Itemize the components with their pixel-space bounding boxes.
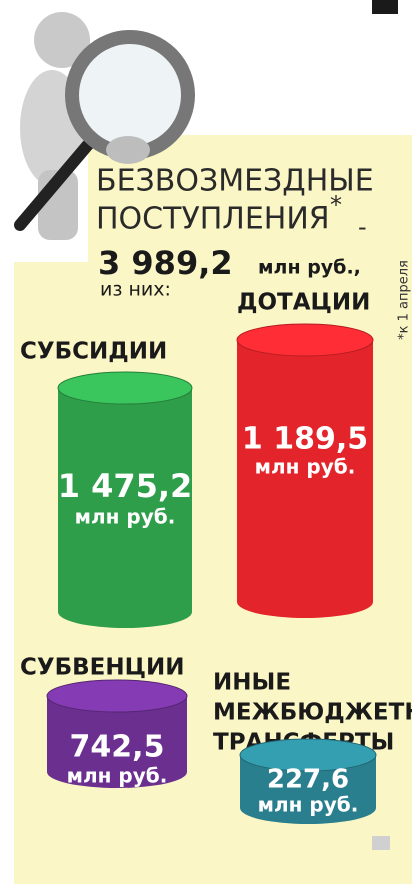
cylinder-top (237, 324, 373, 356)
decoration (372, 836, 390, 850)
cylinder-top (47, 680, 187, 712)
category-label: ИНЫЕ (213, 670, 291, 696)
category-label: СУБСИДИИ (20, 339, 167, 365)
value-label: 1 475,2 (58, 467, 193, 505)
value-label: 1 189,5 (242, 422, 368, 457)
cylinder-body (237, 340, 373, 618)
subtitle: из них: (100, 279, 171, 301)
note: *к 1 апреля (397, 260, 412, 340)
unit-label: млн руб. (67, 764, 168, 788)
total-unit: млн руб., (258, 257, 361, 279)
category-label: СУБВЕНЦИИ (20, 655, 184, 681)
category-label: МЕЖБЮДЖЕТНЫЕ (213, 700, 412, 726)
page: БЕЗВОЗМЕЗДНЫЕ ПОСТУПЛЕНИЯ * - 3 989,2 мл… (0, 0, 412, 884)
title-mark: * (330, 191, 342, 219)
corner-mark (372, 0, 398, 14)
chart: БЕЗВОЗМЕЗДНЫЕ ПОСТУПЛЕНИЯ * - 3 989,2 мл… (0, 0, 412, 884)
value-label: 227,6 (267, 765, 349, 795)
total-value: 3 989,2 (98, 244, 233, 282)
category-label: ДОТАЦИИ (237, 290, 370, 316)
unit-label: млн руб. (255, 455, 356, 479)
unit-label: млн руб. (258, 793, 359, 817)
value-label: 742,5 (70, 730, 165, 765)
unit-label: млн руб. (75, 505, 176, 529)
cylinder-top (58, 372, 192, 404)
title-line: ПОСТУПЛЕНИЯ (96, 202, 330, 237)
title-dash: - (358, 213, 367, 241)
